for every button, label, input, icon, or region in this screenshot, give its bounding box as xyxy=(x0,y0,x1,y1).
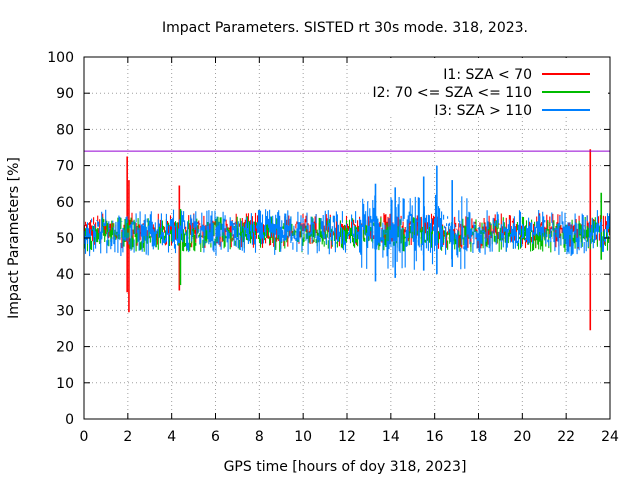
series-3 xyxy=(83,165,611,282)
y-tick-label: 70 xyxy=(56,159,74,175)
x-tick-label: 6 xyxy=(211,429,220,445)
y-tick-label: 60 xyxy=(56,195,74,211)
x-tick-label: 0 xyxy=(80,429,89,445)
y-tick-label: 100 xyxy=(47,50,74,66)
y-tick-label: 0 xyxy=(65,412,74,428)
axis-ticks: 0 2 4 6 8 10 12 14 16 18 20 22 240102030405060708090… xyxy=(47,50,619,445)
y-tick-label: 80 xyxy=(56,122,74,138)
y-tick-label: 20 xyxy=(56,340,74,356)
chart-title: Impact Parameters. SISTED rt 30s mode. 3… xyxy=(162,20,528,36)
series-layer xyxy=(83,149,611,331)
y-tick-label: 40 xyxy=(56,267,74,283)
y-tick-label: 10 xyxy=(56,376,74,392)
legend-label-2: I2: 70 <= SZA <= 110 xyxy=(372,85,532,101)
legend-label-1: I1: SZA < 70 xyxy=(443,67,532,83)
x-tick-label: 22 xyxy=(557,429,575,445)
y-tick-label: 30 xyxy=(56,303,74,319)
x-tick-label: 2 xyxy=(123,429,132,445)
legend: I1: SZA < 70 I2: 70 <= SZA <= 110 I3: SZA … xyxy=(372,58,608,119)
x-tick-label: 14 xyxy=(382,429,400,445)
x-tick-label: 12 xyxy=(338,429,356,445)
x-tick-label: 20 xyxy=(513,429,531,445)
x-tick-label: 4 xyxy=(167,429,176,445)
x-axis-label: GPS time [hours of doy 318, 2023] xyxy=(224,459,467,475)
x-tick-label: 16 xyxy=(426,429,444,445)
y-tick-label: 90 xyxy=(56,86,74,102)
legend-background xyxy=(372,58,608,116)
x-tick-label: 18 xyxy=(470,429,488,445)
x-tick-label: 10 xyxy=(294,429,312,445)
y-axis-label: Impact Parameters [%] xyxy=(6,157,22,319)
x-tick-label: 24 xyxy=(601,429,619,445)
x-tick-label: 8 xyxy=(255,429,264,445)
y-tick-label: 50 xyxy=(56,231,74,247)
legend-label-3: I3: SZA > 110 xyxy=(434,103,532,119)
